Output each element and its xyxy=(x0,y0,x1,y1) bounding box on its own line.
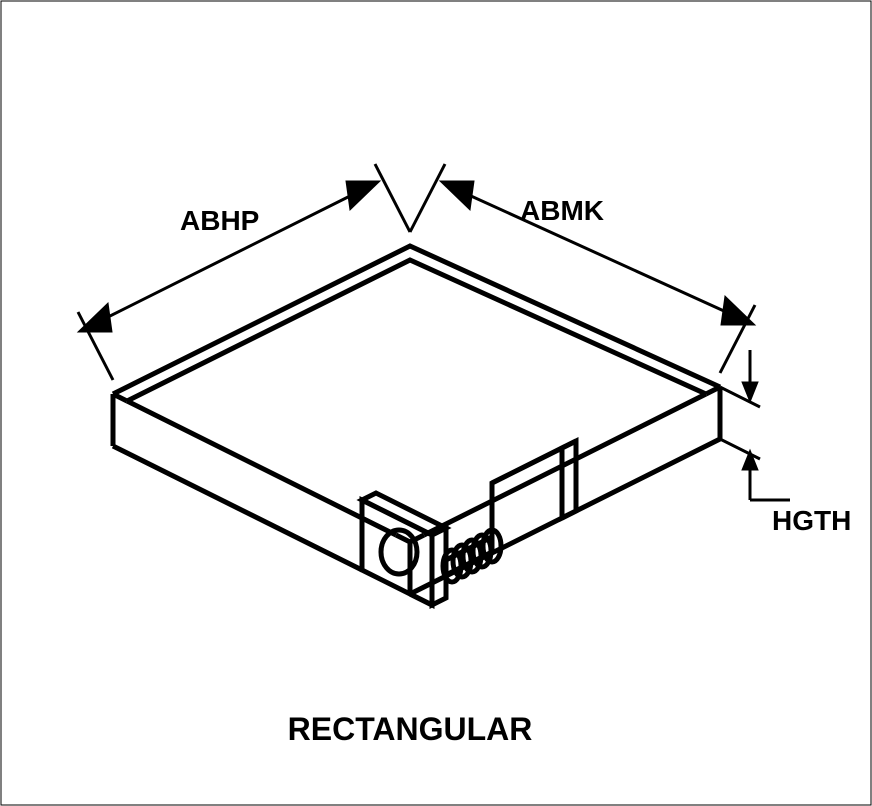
screw-coil xyxy=(443,530,501,582)
dimension-hgth: HGTH xyxy=(720,350,851,536)
diagram-canvas: ABHP ABMK HGTH RECTANGULAR xyxy=(0,0,872,806)
label-abhp: ABHP xyxy=(180,205,259,236)
right-tab xyxy=(410,441,576,594)
diagram-title: RECTANGULAR xyxy=(288,711,533,747)
label-hgth: HGTH xyxy=(772,505,851,536)
label-abmk: ABMK xyxy=(520,195,604,226)
left-tab xyxy=(362,493,446,605)
